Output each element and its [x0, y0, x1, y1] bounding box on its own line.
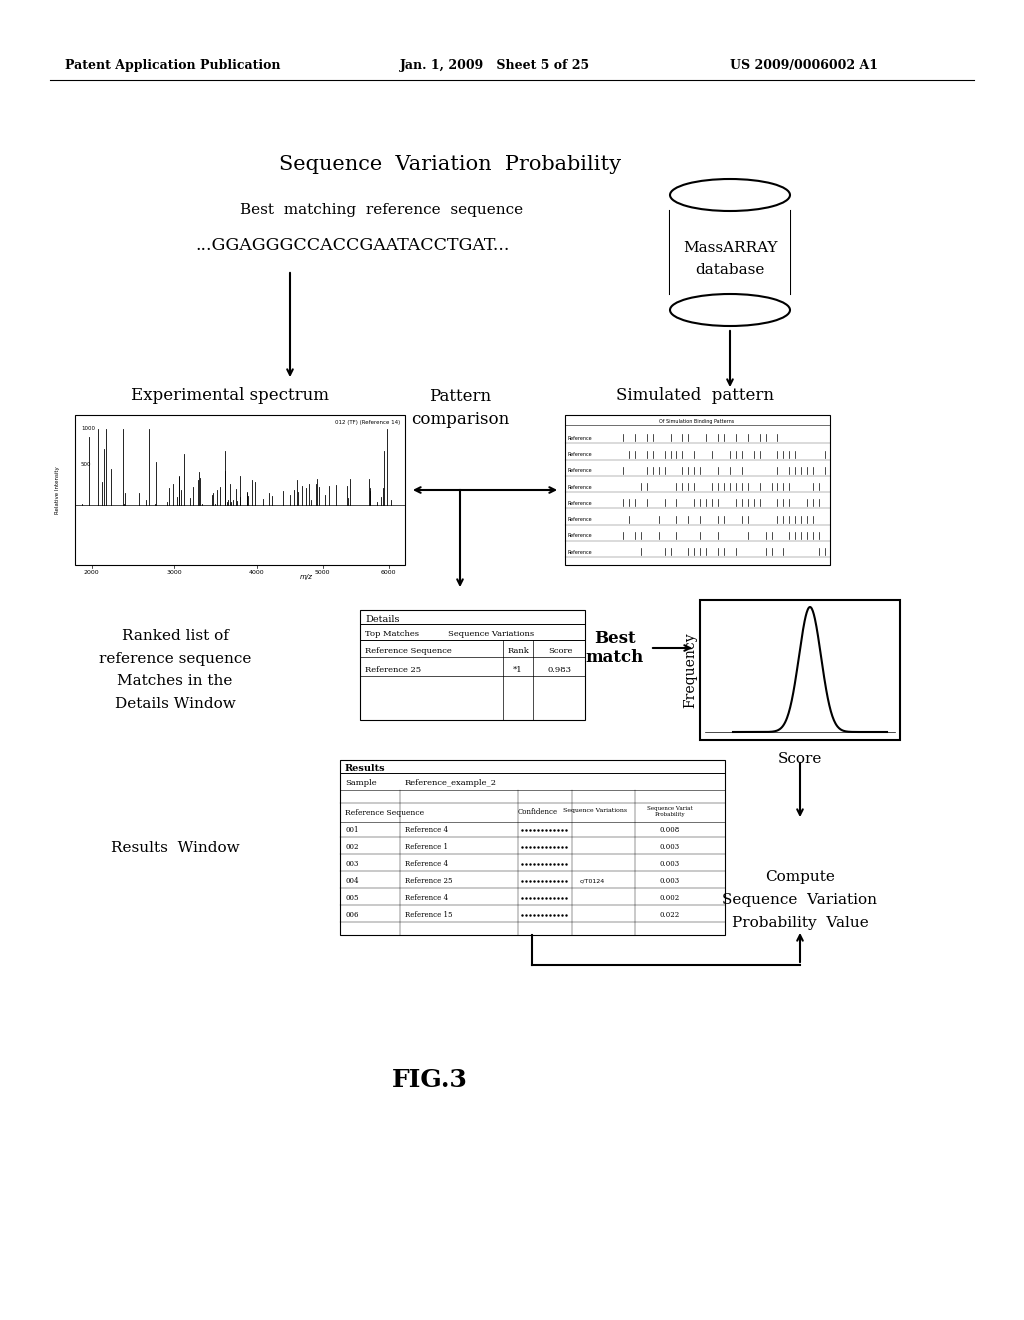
Text: 001: 001 [345, 826, 358, 834]
Text: Ranked list of
reference sequence
Matches in the
Details Window: Ranked list of reference sequence Matche… [98, 628, 251, 711]
Text: Sequence Variations: Sequence Variations [449, 630, 535, 638]
Text: Reference Sequence: Reference Sequence [345, 809, 424, 817]
Text: *1: *1 [513, 667, 523, 675]
Text: 0.983: 0.983 [548, 667, 572, 675]
Text: FIG.3: FIG.3 [392, 1068, 468, 1092]
Text: Frequency: Frequency [683, 632, 697, 708]
Text: Reference: Reference [568, 484, 593, 490]
Text: c/T0124: c/T0124 [580, 879, 605, 883]
Text: Best
match: Best match [586, 630, 644, 667]
Text: Reference: Reference [568, 533, 593, 539]
Text: Reference 4: Reference 4 [406, 826, 449, 834]
Text: Reference 15: Reference 15 [406, 911, 453, 919]
Text: Best  matching  reference  sequence: Best matching reference sequence [240, 203, 523, 216]
Text: US 2009/0006002 A1: US 2009/0006002 A1 [730, 58, 878, 71]
Text: m/z: m/z [300, 574, 312, 579]
Text: database: database [695, 263, 765, 277]
Text: Reference: Reference [568, 469, 593, 474]
Text: Reference: Reference [568, 549, 593, 554]
Text: Reference 1: Reference 1 [406, 843, 449, 851]
Text: Relative Intensity: Relative Intensity [54, 466, 59, 513]
Text: Results: Results [345, 764, 386, 774]
Text: Reference: Reference [568, 436, 593, 441]
Text: 4000: 4000 [249, 570, 264, 576]
Text: Simulated  pattern: Simulated pattern [616, 387, 774, 404]
Text: Results  Window: Results Window [111, 841, 240, 855]
Bar [670, 195, 790, 310]
Text: 500: 500 [81, 462, 91, 467]
Text: Score: Score [548, 647, 572, 655]
Text: Reference_example_2: Reference_example_2 [406, 779, 497, 787]
Bar [340, 760, 725, 935]
Bar [700, 601, 900, 741]
Text: Reference 25: Reference 25 [406, 876, 453, 884]
Text: 0.003: 0.003 [659, 861, 680, 869]
Text: 0.002: 0.002 [659, 894, 680, 902]
Text: 012 (TF) (Reference 14): 012 (TF) (Reference 14) [335, 420, 400, 425]
Text: Of Simulation Binding Patterns: Of Simulation Binding Patterns [659, 418, 734, 424]
Text: 3000: 3000 [166, 570, 182, 576]
Text: 0.003: 0.003 [659, 876, 680, 884]
Text: Pattern
comparison: Pattern comparison [411, 388, 509, 428]
Text: 006: 006 [345, 911, 358, 919]
Text: 6000: 6000 [381, 570, 396, 576]
Text: 0.022: 0.022 [659, 911, 680, 919]
Text: Reference 25: Reference 25 [365, 667, 421, 675]
Text: MassARRAY: MassARRAY [683, 242, 777, 255]
Text: Score: Score [778, 752, 822, 766]
Text: Reference 4: Reference 4 [406, 861, 449, 869]
Text: Sequence Variat
Probability: Sequence Variat Probability [647, 807, 693, 817]
Text: Rank: Rank [507, 647, 529, 655]
Text: Reference 4: Reference 4 [406, 894, 449, 902]
Ellipse shape [670, 180, 790, 211]
Text: Experimental spectrum: Experimental spectrum [131, 387, 329, 404]
Bar [75, 414, 406, 565]
Text: Sequence Variations: Sequence Variations [563, 808, 627, 813]
Text: Reference Sequence: Reference Sequence [365, 647, 452, 655]
Text: 2000: 2000 [84, 570, 99, 576]
Text: Sequence  Variation  Probability: Sequence Variation Probability [279, 156, 622, 174]
Text: Jan. 1, 2009   Sheet 5 of 25: Jan. 1, 2009 Sheet 5 of 25 [400, 58, 590, 71]
Bar [565, 414, 830, 565]
Text: Reference: Reference [568, 500, 593, 506]
Text: ...GGAGGGCCACCGAATACCTGAT...: ...GGAGGGCCACCGAATACCTGAT... [195, 236, 509, 253]
Text: 0.003: 0.003 [659, 843, 680, 851]
Text: Reference: Reference [568, 451, 593, 457]
Text: 5000: 5000 [314, 570, 331, 576]
Text: 1000: 1000 [81, 426, 95, 432]
Text: Confidence: Confidence [518, 808, 558, 816]
Text: 002: 002 [345, 843, 358, 851]
Text: 004: 004 [345, 876, 358, 884]
Text: 0.008: 0.008 [659, 826, 680, 834]
Text: 005: 005 [345, 894, 358, 902]
Text: 003: 003 [345, 861, 358, 869]
Text: Sample: Sample [345, 779, 377, 787]
Text: Top Matches: Top Matches [365, 630, 419, 638]
Bar [360, 610, 585, 719]
Ellipse shape [670, 294, 790, 326]
Text: Patent Application Publication: Patent Application Publication [65, 58, 281, 71]
Text: Details: Details [365, 615, 399, 624]
Text: Reference: Reference [568, 517, 593, 521]
Text: Compute
Sequence  Variation
Probability  Value: Compute Sequence Variation Probability V… [723, 870, 878, 929]
